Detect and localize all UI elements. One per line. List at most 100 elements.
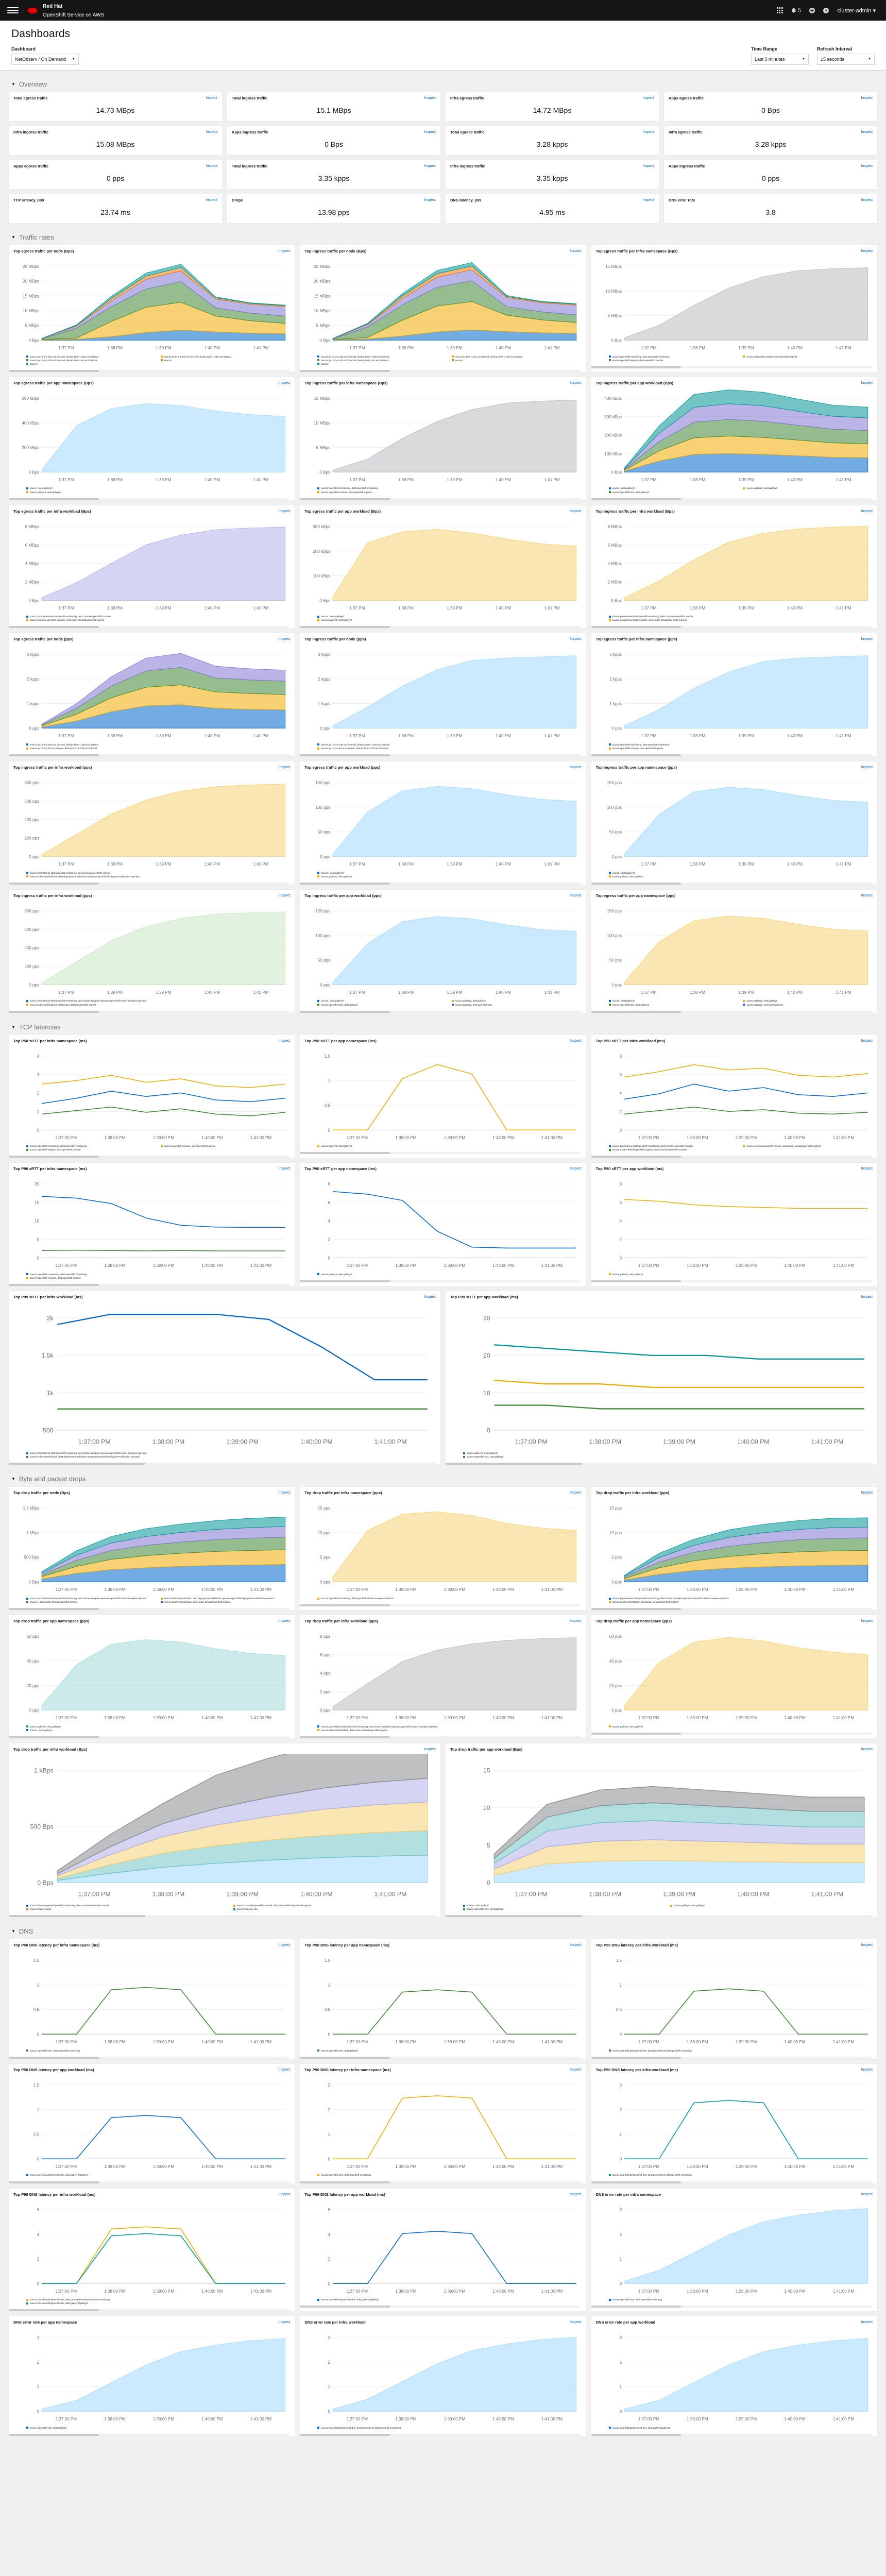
- help-circle-icon[interactable]: ?: [823, 7, 829, 13]
- legend-scrollbar[interactable]: [300, 2306, 581, 2308]
- legend-item[interactable]: source:openshift-console, dest:openshift…: [26, 1276, 292, 1280]
- inspect-link[interactable]: Inspect: [861, 2192, 873, 2196]
- legend-item[interactable]: source:openshift-dns, dest:openshift-mon…: [26, 2049, 292, 2053]
- legend-scrollbar-thumb[interactable]: [9, 1463, 145, 1465]
- inspect-link[interactable]: Inspect: [861, 1295, 873, 1299]
- legend-item[interactable]: source:, dest:gallery0: [26, 486, 292, 490]
- legend-scrollbar-thumb[interactable]: [300, 626, 390, 629]
- inspect-link[interactable]: Inspect: [206, 96, 217, 100]
- legend-scrollbar[interactable]: [591, 2181, 872, 2183]
- inspect-link[interactable]: Inspect: [278, 381, 291, 385]
- inspect-link[interactable]: Inspect: [278, 1167, 291, 1171]
- legend-scrollbar-thumb[interactable]: [446, 1463, 582, 1465]
- legend-item[interactable]: source:prometheus-k8s/openshift-monitori…: [317, 1725, 583, 1728]
- legend-scrollbar-thumb[interactable]: [300, 2181, 390, 2183]
- legend-item[interactable]: source:ip-10-0-1-230.ec2.internal, dest:…: [26, 743, 292, 747]
- legend-scrollbar[interactable]: [591, 1732, 872, 1735]
- legend-item[interactable]: source:prometheus-k8s/openshift-monitori…: [26, 999, 292, 1003]
- inspect-link[interactable]: Inspect: [861, 893, 873, 897]
- legend-scrollbar-thumb[interactable]: [9, 2433, 99, 2436]
- legend-item[interactable]: source:ip-10-0-1-92.ec2.internal, dest:i…: [26, 747, 292, 750]
- legend-scrollbar-thumb[interactable]: [591, 1280, 681, 1282]
- legend-item[interactable]: source:openshift-monitoring, dest:opensh…: [317, 1597, 583, 1600]
- inspect-link[interactable]: Inspect: [570, 509, 582, 513]
- hamburger-icon[interactable]: [7, 7, 19, 13]
- legend-item[interactable]: source:ip-10-0-1-92.ec2.internal, dest:i…: [160, 355, 292, 359]
- inspect-link[interactable]: Inspect: [861, 1039, 873, 1043]
- legend-item[interactable]: source:gallery0, dest:gallery0: [743, 999, 874, 1003]
- legend-item[interactable]: source:openshift-dns, dest:gallery0: [317, 2049, 583, 2053]
- legend-scrollbar[interactable]: [591, 366, 872, 368]
- legend-item[interactable]: source:, dest:gallery0: [608, 871, 874, 875]
- inspect-link[interactable]: Inspect: [861, 1619, 873, 1623]
- legend-item[interactable]: source:openshift-monitoring, dest:opensh…: [26, 1144, 158, 1148]
- inspect-link[interactable]: Inspect: [278, 1619, 291, 1623]
- legend-scrollbar-thumb[interactable]: [446, 1915, 582, 1918]
- legend-item[interactable]: source:openshift-console, dest:openshift…: [317, 490, 583, 494]
- inspect-link[interactable]: Inspect: [278, 1491, 291, 1495]
- inspect-link[interactable]: Inspect: [642, 164, 654, 168]
- legend-scrollbar-thumb[interactable]: [591, 882, 681, 885]
- legend-scrollbar[interactable]: [9, 626, 290, 629]
- legend-item[interactable]: source:ip-10-0-1-230.ec2.internal, dest:…: [26, 359, 158, 362]
- legend-scrollbar-thumb[interactable]: [300, 498, 390, 500]
- legend-item[interactable]: source:kubernetes/default, dest:router-d…: [608, 1600, 874, 1604]
- legend-scrollbar-thumb[interactable]: [9, 1736, 99, 1738]
- inspect-link[interactable]: Inspect: [206, 130, 217, 134]
- legend-scrollbar-thumb[interactable]: [9, 1915, 145, 1918]
- legend-scrollbar[interactable]: [9, 1736, 290, 1738]
- legend-scrollbar-thumb[interactable]: [591, 1732, 681, 1735]
- grid-icon[interactable]: [776, 7, 783, 13]
- legend-scrollbar[interactable]: [591, 2433, 872, 2436]
- legend-scrollbar[interactable]: [9, 369, 290, 372]
- legend-item[interactable]: source:dns-default/openshift-dns, dest:p…: [317, 2426, 583, 2430]
- legend-item[interactable]: source:kubernetes/default, dest:deployme…: [26, 875, 292, 878]
- legend-item[interactable]: source:openshift-monitoring, dest:opensh…: [608, 355, 740, 359]
- legend-scrollbar-thumb[interactable]: [591, 1010, 681, 1013]
- legend-scrollbar-thumb[interactable]: [9, 1010, 99, 1013]
- legend-scrollbar-thumb[interactable]: [591, 754, 681, 757]
- legend-item[interactable]: source:console/openshift-console, dest:r…: [233, 1904, 437, 1907]
- legend-item[interactable]: source:openshift-ingress, dest:openshift…: [608, 359, 740, 362]
- legend-scrollbar[interactable]: [9, 1608, 290, 1611]
- legend-item[interactable]: source:dns-default/openshift-dns, dest:g…: [26, 2301, 292, 2305]
- inspect-link[interactable]: Inspect: [861, 130, 873, 134]
- legend-item[interactable]: source:dns-default/openshift-dns, dest:p…: [26, 2298, 292, 2301]
- legend-scrollbar[interactable]: [591, 2306, 872, 2308]
- legend-item[interactable]: source:kubernetes/default, dest:router-d…: [26, 1003, 292, 1007]
- inspect-link[interactable]: Inspect: [424, 130, 436, 134]
- legend-scrollbar-thumb[interactable]: [300, 1152, 390, 1155]
- inspect-link[interactable]: Inspect: [424, 1747, 436, 1751]
- legend-item[interactable]: source:gallery0, dest:gallery0: [26, 1725, 292, 1728]
- legend-scrollbar[interactable]: [300, 1010, 581, 1013]
- refresh-interval-select[interactable]: 15 seconds ▼: [817, 54, 875, 64]
- legend-scrollbar[interactable]: [591, 498, 872, 500]
- inspect-link[interactable]: Inspect: [861, 637, 873, 641]
- legend-item[interactable]: source:cluster-samp: [26, 1907, 230, 1911]
- legend-scrollbar[interactable]: [300, 369, 581, 372]
- legend-item[interactable]: source:ip-10-0-1-230.ec2.internal, dest:…: [317, 355, 449, 359]
- section-header-traffic-rates[interactable]: ▼ Traffic rates: [8, 229, 878, 245]
- legend-item[interactable]: source:thanos-querier/openshift-monitori…: [26, 1904, 230, 1907]
- inspect-link[interactable]: Inspect: [570, 1039, 582, 1043]
- legend-scrollbar-thumb[interactable]: [300, 1736, 390, 1738]
- legend-item[interactable]: source:openshift-dns, dest:gallery0: [26, 2426, 292, 2430]
- inspect-link[interactable]: Inspect: [642, 130, 654, 134]
- legend-item[interactable]: source:prometheus-k8s/openshift-monitori…: [26, 871, 292, 875]
- inspect-link[interactable]: Inspect: [570, 2192, 582, 2196]
- legend-item[interactable]: source:gallery0, dest:gallery0: [608, 875, 874, 878]
- legend-item[interactable]: source:ip-10-0-1-92.ec2.internal, dest:i…: [317, 747, 583, 750]
- legend-item[interactable]: source:prometheus-k8s/openshift-monitori…: [26, 1451, 437, 1455]
- inspect-link[interactable]: Inspect: [570, 766, 582, 770]
- legend-scrollbar-thumb[interactable]: [9, 1156, 99, 1158]
- legend-scrollbar[interactable]: [300, 2181, 581, 2183]
- inspect-link[interactable]: Inspect: [278, 766, 291, 770]
- legend-item[interactable]: source:openshift-monitoring, dest:opensh…: [26, 1273, 292, 1276]
- legend-scrollbar[interactable]: [9, 1463, 435, 1465]
- legend-scrollbar-thumb[interactable]: [9, 1284, 99, 1286]
- legend-item[interactable]: source:ip-10-0-1-230.ec2.internal, dest:…: [317, 743, 583, 747]
- legend-item[interactable]: source:kubernetes/default, dest:router-d…: [160, 1600, 292, 1604]
- legend-scrollbar-thumb[interactable]: [591, 1156, 681, 1158]
- section-header-dns[interactable]: ▼ DNS: [8, 1923, 878, 1939]
- legend-item[interactable]: source:console/openshift-console, dest:r…: [26, 618, 292, 622]
